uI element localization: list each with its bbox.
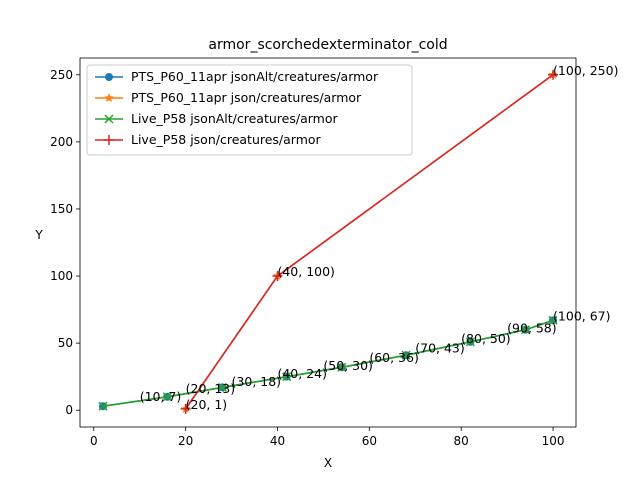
- y-tick-label: 200: [50, 135, 73, 149]
- x-tick-label: 100: [542, 434, 565, 448]
- x-tick-label: 60: [362, 434, 377, 448]
- data-label: (10, 7): [140, 389, 182, 404]
- legend-marker: [104, 135, 114, 145]
- data-label: (40, 24): [277, 366, 327, 381]
- data-label: (80, 50): [461, 331, 511, 346]
- data-label: (100, 250): [553, 63, 618, 78]
- y-tick-label: 0: [65, 403, 73, 417]
- data-point: [548, 315, 558, 325]
- legend-marker: [104, 114, 114, 124]
- x-axis-label: X: [324, 456, 332, 470]
- legend: PTS_P60_11apr jsonAlt/creatures/armor PTS…: [86, 64, 413, 156]
- data-label: (30, 18): [232, 374, 282, 389]
- y-tick-label: 150: [50, 202, 73, 216]
- y-axis-label: Y: [34, 228, 43, 242]
- data-point: [401, 350, 411, 360]
- plot-frame: [79, 57, 577, 428]
- data-point: [217, 382, 227, 392]
- data-label: (40, 100): [277, 264, 334, 279]
- y-tick-label: 100: [50, 269, 73, 283]
- legend-marker: [105, 73, 113, 81]
- legend-marker: [104, 93, 114, 103]
- data-label: (70, 43): [415, 341, 465, 356]
- data-label: (60, 36): [369, 350, 419, 365]
- data-label: (100, 67): [553, 308, 610, 323]
- data-point: [162, 392, 172, 402]
- data-label: (50, 30): [323, 358, 373, 373]
- x-tick-label: 40: [270, 434, 285, 448]
- x-tick-label: 20: [178, 434, 193, 448]
- y-tick-label: 250: [50, 68, 73, 82]
- x-tick-label: 0: [90, 434, 98, 448]
- data-label: (20, 1): [186, 397, 228, 412]
- legend-entry-label: Live_P58 jsonAlt/creatures/armor: [131, 111, 338, 126]
- chart-title: armor_scorchedexterminator_cold: [208, 37, 447, 53]
- data-point: [180, 403, 191, 414]
- data-point: [548, 69, 559, 80]
- legend-box: [86, 64, 413, 156]
- y-tick-label: 50: [58, 336, 73, 350]
- data-point: [520, 325, 531, 335]
- data-label: (90, 58): [507, 320, 557, 335]
- data-point: [282, 372, 292, 382]
- data-point: [272, 271, 283, 282]
- legend-entry-label: PTS_P60_11apr jsonAlt/creatures/armor: [131, 69, 379, 84]
- plot-area: 0 20 40 60 80 100 0 50 100 150 200 250 (10, 7) (20, 1…: [50, 57, 618, 448]
- data-label: (20, 13): [186, 381, 236, 396]
- legend-entry-label: PTS_P60_11apr json/creatures/armor: [131, 90, 362, 105]
- x-tick-label: 80: [454, 434, 469, 448]
- data-point: [465, 337, 475, 347]
- data-point: [98, 401, 108, 411]
- legend-entry-label: Live_P58 json/creatures/armor: [131, 132, 322, 147]
- data-point: [337, 362, 347, 372]
